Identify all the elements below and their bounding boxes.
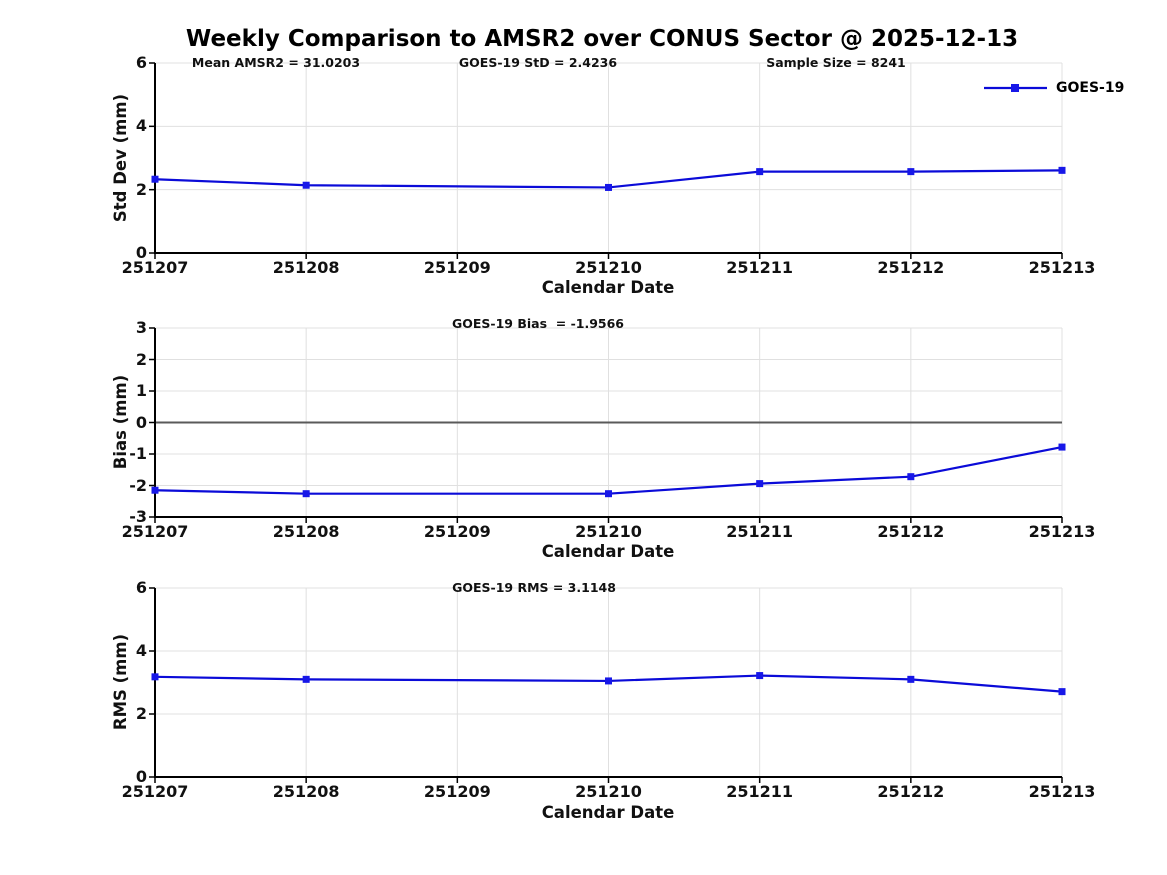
y-tick-label: 0	[135, 412, 147, 432]
annotation-mean-amsr2: Mean AMSR2 = 31.0203	[191, 55, 361, 70]
x-tick-label: 251210	[575, 782, 642, 801]
y-tick-label: 2	[135, 349, 147, 369]
x-tick-label: 251213	[1028, 258, 1096, 277]
x-tick-label: 251209	[423, 522, 491, 541]
annotation-goes19-bias: GOES-19 Bias = -1.9566	[451, 316, 624, 331]
x-tick-label: 251210	[575, 258, 642, 277]
x-tick-label: 251208	[272, 258, 340, 277]
y-tick-label: 6	[135, 578, 147, 597]
xlabel-calendar-date-3: Calendar Date	[541, 803, 675, 822]
x-tick-label: 251208	[272, 782, 340, 801]
x-tick-label: 251211	[726, 782, 794, 801]
xlabel-calendar-date-1: Calendar Date	[541, 278, 675, 297]
x-tick-label: 251209	[423, 782, 491, 801]
x-tick-label: 251207	[121, 782, 189, 801]
x-tick-label: 251212	[877, 782, 945, 801]
y-tick-label: 4	[135, 641, 147, 660]
y-tick-label: -2	[129, 475, 147, 495]
legend: GOES-19	[983, 80, 1124, 96]
y-tick-label: 3	[135, 318, 147, 337]
y-tick-label: -1	[129, 444, 147, 463]
x-tick-label: 251208	[272, 522, 340, 541]
x-tick-label: 251212	[877, 522, 945, 541]
annotation-goes19-rms: GOES-19 RMS = 3.1148	[452, 580, 616, 595]
y-tick-label: 0	[135, 767, 147, 786]
y-tick-label: 1	[135, 381, 147, 400]
annotation-goes19-std: GOES-19 StD = 2.4236	[458, 55, 618, 70]
x-tick-label: 251207	[121, 522, 189, 541]
x-tick-label: 251212	[877, 258, 945, 277]
x-tick-label: 251211	[726, 258, 794, 277]
x-tick-label: 251213	[1028, 782, 1096, 801]
legend-line-sample	[984, 84, 1047, 92]
x-tick-label: 251210	[575, 522, 642, 541]
chart-title: Weekly Comparison to AMSR2 over CONUS Se…	[185, 26, 1019, 52]
y-tick-label: 2	[135, 179, 147, 199]
x-tick-label: 251207	[121, 258, 189, 277]
x-tick-label: 251211	[726, 522, 794, 541]
y-tick-label: -3	[129, 507, 147, 526]
xlabel-calendar-date-2: Calendar Date	[541, 542, 675, 561]
y-tick-label: 6	[135, 53, 147, 72]
annotation-sample-size: Sample Size = 8241	[766, 55, 906, 70]
y-tick-label: 2	[135, 704, 147, 723]
y-tick-label: 4	[135, 116, 147, 136]
legend-label: GOES-19	[1056, 80, 1125, 96]
ylabel-std-dev: Std Dev (mm)	[111, 93, 130, 223]
ylabel-rms: RMS (mm)	[111, 633, 130, 731]
y-tick-label: 0	[135, 243, 147, 262]
x-tick-label: 251209	[423, 258, 491, 277]
x-tick-label: 251213	[1028, 522, 1096, 541]
